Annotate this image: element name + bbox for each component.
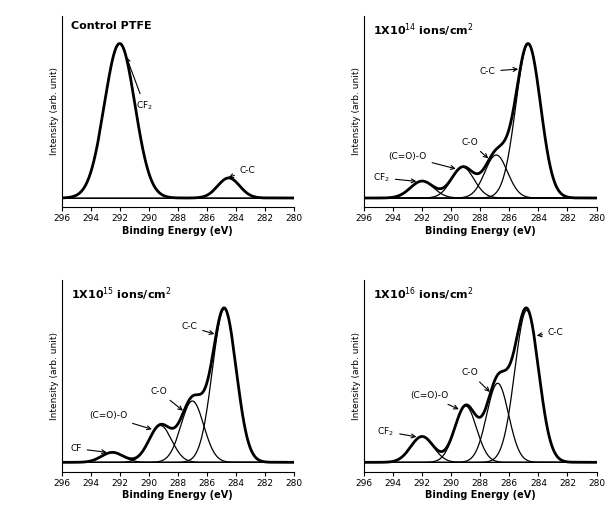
Text: C-C: C-C [181, 322, 213, 334]
Text: CF$_2$: CF$_2$ [377, 425, 415, 438]
Text: C-C: C-C [480, 67, 517, 76]
Text: C-C: C-C [229, 166, 255, 178]
Text: CF: CF [70, 444, 106, 454]
Y-axis label: Intensity (arb. unit): Intensity (arb. unit) [352, 68, 361, 156]
Text: Control PTFE: Control PTFE [71, 21, 151, 31]
X-axis label: Binding Energy (eV): Binding Energy (eV) [122, 226, 233, 236]
Y-axis label: Intensity (arb. unit): Intensity (arb. unit) [50, 68, 58, 156]
X-axis label: Binding Energy (eV): Binding Energy (eV) [122, 490, 233, 500]
Text: (C=O)-O: (C=O)-O [89, 411, 151, 430]
Y-axis label: Intensity (arb. unit): Intensity (arb. unit) [50, 332, 58, 420]
X-axis label: Binding Energy (eV): Binding Energy (eV) [425, 226, 536, 236]
Text: C-O: C-O [462, 368, 489, 391]
X-axis label: Binding Energy (eV): Binding Energy (eV) [425, 490, 536, 500]
Text: CF$_2$: CF$_2$ [127, 58, 153, 112]
Text: C-O: C-O [151, 387, 182, 410]
Text: CF$_2$: CF$_2$ [373, 172, 415, 184]
Text: C-C: C-C [538, 328, 564, 337]
Text: (C=O)-O: (C=O)-O [410, 391, 458, 409]
Text: (C=O)-O: (C=O)-O [389, 152, 454, 169]
Text: 1X10$^{15}$ ions/cm$^2$: 1X10$^{15}$ ions/cm$^2$ [71, 286, 172, 303]
Text: C-O: C-O [462, 138, 488, 158]
Text: 1X10$^{14}$ ions/cm$^2$: 1X10$^{14}$ ions/cm$^2$ [373, 21, 474, 39]
Text: 1X10$^{16}$ ions/cm$^2$: 1X10$^{16}$ ions/cm$^2$ [373, 286, 474, 303]
Y-axis label: Intensity (arb. unit): Intensity (arb. unit) [352, 332, 361, 420]
